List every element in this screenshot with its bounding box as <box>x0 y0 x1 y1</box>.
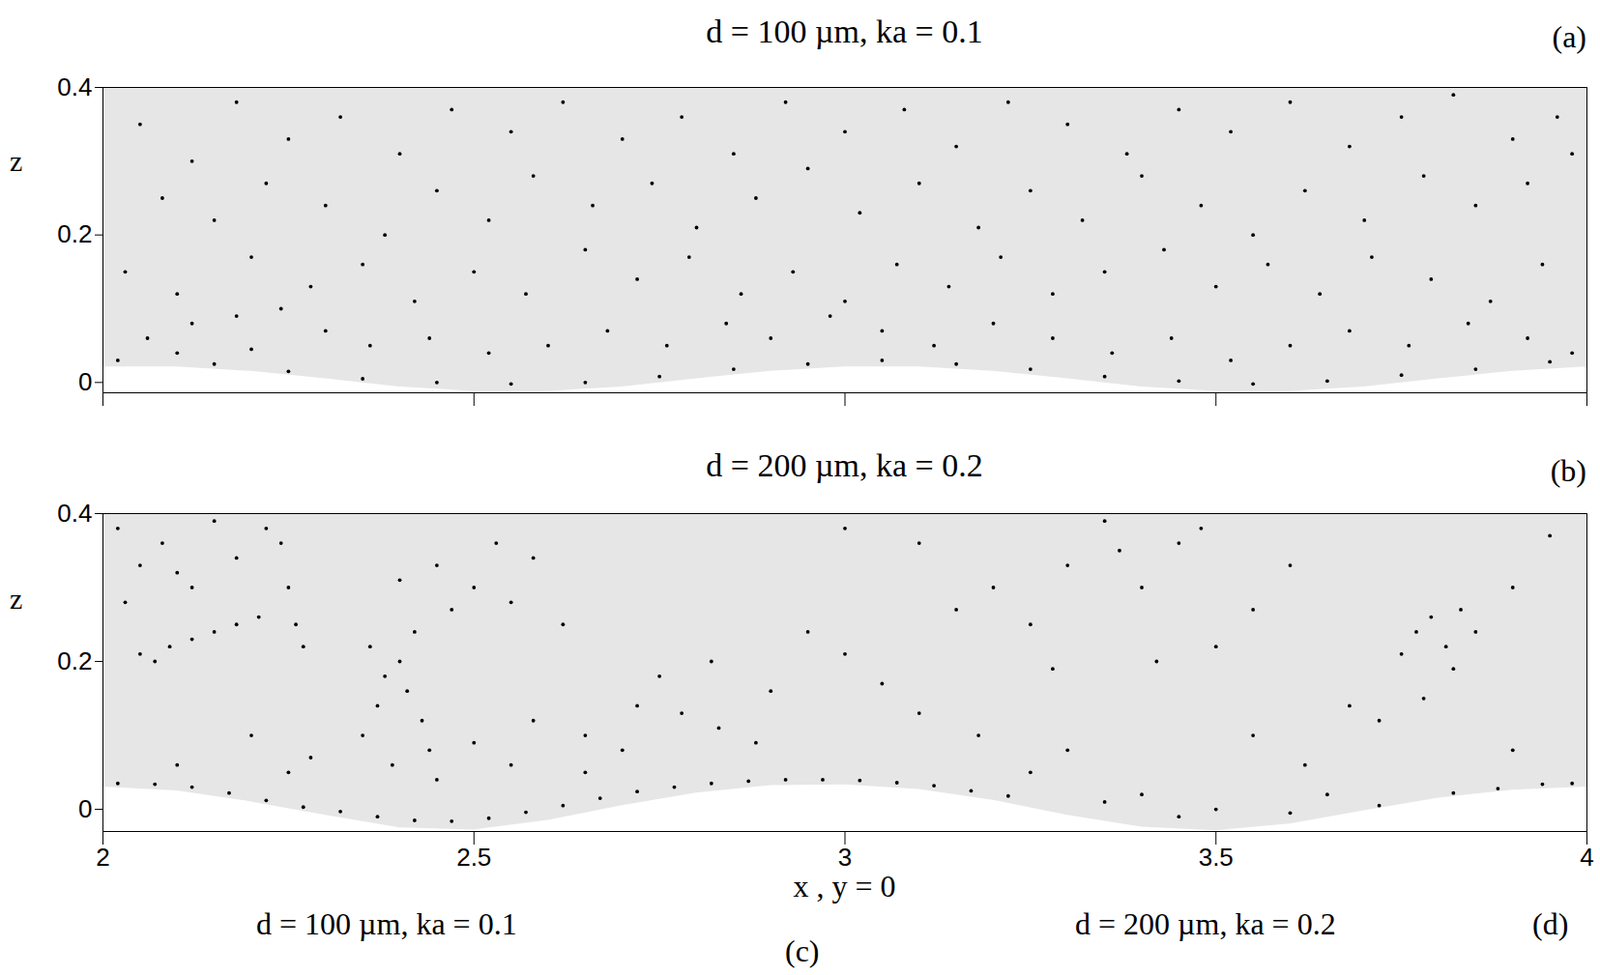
html-text:z: z <box>9 582 23 615</box>
svg-text:2.5: 2.5 <box>456 843 492 873</box>
html-text:d = 100 µm, ka = 0.1: d = 100 µm, ka = 0.1 <box>256 906 517 942</box>
html-text:(a): (a) <box>1552 19 1587 55</box>
svg-text:0.2: 0.2 <box>57 219 92 249</box>
svg-text:3.5: 3.5 <box>1198 843 1234 873</box>
html-text:(c): (c) <box>785 933 820 969</box>
svg-text:4: 4 <box>1579 843 1594 873</box>
svg-text:0: 0 <box>78 794 92 824</box>
html-text:(b): (b) <box>1550 453 1587 489</box>
svg-text:3: 3 <box>838 843 852 873</box>
svg-text:2: 2 <box>95 843 110 873</box>
html-text:(d): (d) <box>1532 906 1569 942</box>
html-text:z: z <box>9 145 23 177</box>
html-text:d = 100 µm, ka = 0.1: d = 100 µm, ka = 0.1 <box>706 13 983 50</box>
html-text:x , y = 0: x , y = 0 <box>793 869 896 904</box>
html-text:d = 200 µm, ka = 0.2: d = 200 µm, ka = 0.2 <box>1075 906 1336 942</box>
svg-text:0.4: 0.4 <box>57 498 92 528</box>
svg-text:0: 0 <box>78 367 92 397</box>
svg-text:0.4: 0.4 <box>57 72 92 102</box>
svg-text:0.2: 0.2 <box>57 646 92 676</box>
html-text:d = 200 µm, ka = 0.2: d = 200 µm, ka = 0.2 <box>706 447 983 484</box>
